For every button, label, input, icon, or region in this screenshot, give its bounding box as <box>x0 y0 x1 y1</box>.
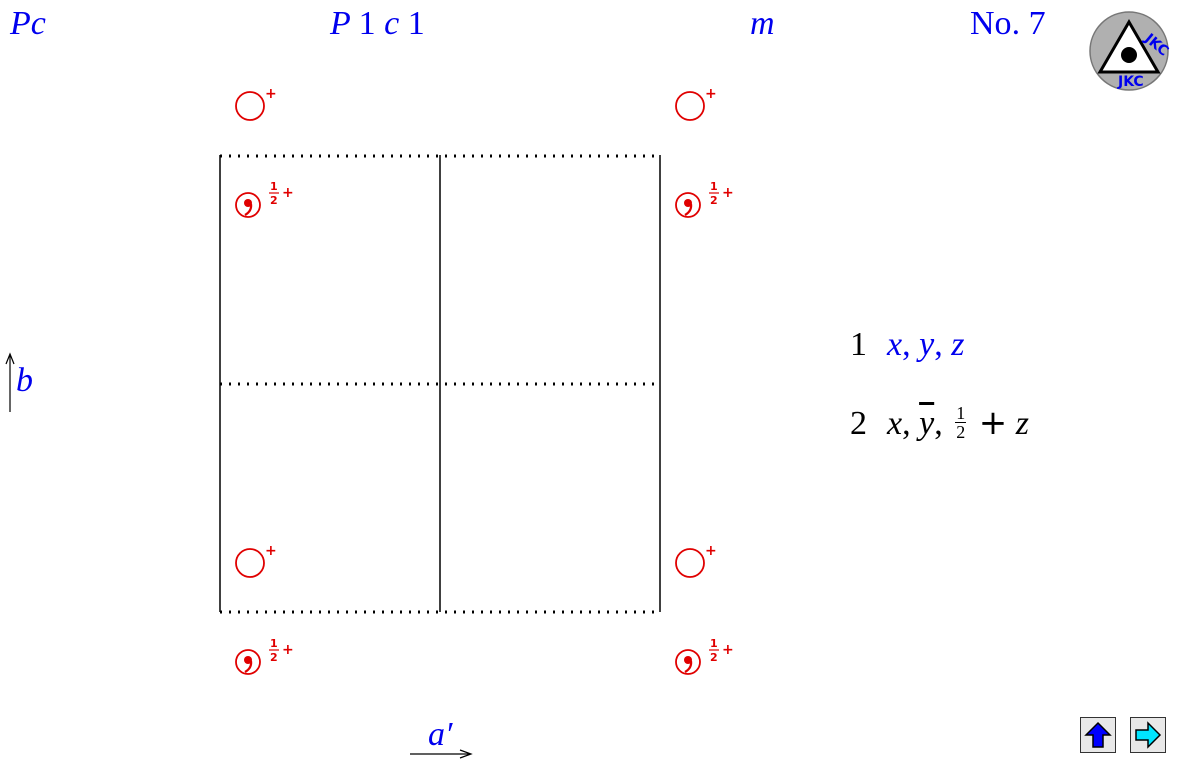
a-axis-arrowhead <box>459 749 473 759</box>
coord-z: z <box>1015 405 1029 442</box>
fraction-denominator: 2 <box>710 651 718 664</box>
fraction-numerator: 1 <box>955 402 967 423</box>
position-circle <box>675 192 701 218</box>
group-number-prefix: No <box>970 5 1012 42</box>
position-sign: + <box>265 86 277 102</box>
coord-y: y <box>919 326 935 363</box>
coordinate-row-1: 1 x, y, z <box>850 326 965 363</box>
full-symbol-1a: 1 <box>358 5 376 42</box>
coord-y-bar: y <box>919 405 935 442</box>
position-plus: + <box>235 86 277 121</box>
position-half-plus: 1 2 + <box>675 180 734 218</box>
position-circle <box>235 91 265 121</box>
position-half-plus: 1 2 + <box>675 637 734 675</box>
comma-tail <box>684 203 693 216</box>
position-sign: + <box>282 185 294 201</box>
fraction-denominator: 2 <box>270 651 278 664</box>
coord-x: x <box>887 405 903 442</box>
fraction-numerator: 1 <box>270 180 278 193</box>
logo-center-dot <box>1121 47 1137 63</box>
short-symbol-P: P <box>10 5 31 42</box>
coord-z: z <box>951 326 965 363</box>
position-plus: + <box>675 543 717 578</box>
position-circle <box>235 192 261 218</box>
position-sign: + <box>705 543 717 559</box>
position-sign: + <box>282 642 294 658</box>
position-sign: + <box>265 543 277 559</box>
position-circle <box>675 548 705 578</box>
comma-tail <box>244 660 253 673</box>
position-plus: + <box>235 543 277 578</box>
fraction-denominator: 2 <box>270 194 278 207</box>
position-half-plus: 1 2 + <box>235 180 294 218</box>
group-number: No. 7 <box>970 4 1046 44</box>
position-half-plus: 1 2 + <box>235 637 294 675</box>
position-circle <box>675 91 705 121</box>
coordinate-number: 1 <box>850 326 867 363</box>
fraction-numerator: 1 <box>710 637 718 650</box>
comma-tail <box>244 203 253 216</box>
full-symbol-1b: 1 <box>407 5 425 42</box>
fraction-numerator: 1 <box>270 637 278 650</box>
a-axis-label: a′ <box>428 716 453 753</box>
point-group-label: m <box>750 5 775 42</box>
short-symbol: Pc <box>10 4 46 44</box>
next-button[interactable] <box>1130 717 1166 753</box>
position-sign: + <box>722 642 734 658</box>
up-arrow-icon <box>1084 721 1112 748</box>
position-sign: + <box>705 86 717 102</box>
group-number-value: . 7 <box>1011 5 1046 42</box>
position-circle <box>235 548 265 578</box>
right-arrow-icon <box>1135 721 1162 749</box>
up-button[interactable] <box>1080 717 1116 753</box>
full-symbol-c: c <box>384 5 400 42</box>
full-symbol-P: P <box>330 5 351 42</box>
fraction-denominator: 2 <box>956 421 966 442</box>
fraction-numerator: 1 <box>710 180 718 193</box>
position-plus: + <box>675 86 717 121</box>
b-axis-label: b <box>16 362 33 399</box>
short-symbol-c: c <box>30 5 46 42</box>
coord-x: x <box>887 326 903 363</box>
point-group: m <box>750 4 775 44</box>
fraction-denominator: 2 <box>710 194 718 207</box>
comma-tail <box>684 660 693 673</box>
position-sign: + <box>722 185 734 201</box>
b-axis-arrowhead <box>5 352 15 365</box>
jkc-logo-icon: JKC JKC <box>1089 11 1170 91</box>
logo-text-bottom: JKC <box>1117 74 1144 90</box>
coordinate-number: 2 <box>850 405 867 442</box>
position-circle <box>675 649 701 675</box>
coord-plus: + <box>978 403 1008 443</box>
full-symbol: P 1 c 1 <box>330 4 425 44</box>
position-circle <box>235 649 261 675</box>
